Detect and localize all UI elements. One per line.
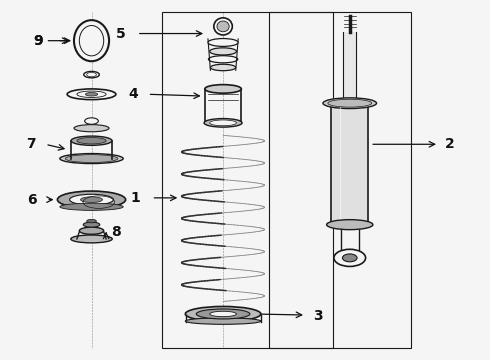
Ellipse shape bbox=[214, 18, 232, 35]
Ellipse shape bbox=[328, 99, 372, 107]
Ellipse shape bbox=[208, 56, 238, 63]
Text: 5: 5 bbox=[116, 27, 125, 41]
Ellipse shape bbox=[79, 227, 104, 234]
Ellipse shape bbox=[77, 138, 106, 144]
Ellipse shape bbox=[210, 120, 237, 126]
Ellipse shape bbox=[67, 89, 116, 100]
Ellipse shape bbox=[60, 154, 123, 163]
Bar bbox=[331, 103, 368, 223]
Text: 4: 4 bbox=[128, 87, 138, 101]
Text: 1: 1 bbox=[130, 191, 140, 205]
Ellipse shape bbox=[74, 125, 109, 132]
Bar bbox=[270, 12, 411, 348]
Ellipse shape bbox=[83, 222, 100, 227]
Ellipse shape bbox=[87, 219, 97, 223]
Text: 3: 3 bbox=[313, 309, 323, 323]
Ellipse shape bbox=[196, 309, 250, 319]
Ellipse shape bbox=[60, 203, 123, 210]
Text: 8: 8 bbox=[111, 225, 121, 239]
Text: 6: 6 bbox=[27, 193, 36, 207]
Ellipse shape bbox=[87, 72, 97, 77]
Text: 2: 2 bbox=[445, 137, 455, 151]
Bar bbox=[343, 32, 356, 102]
Ellipse shape bbox=[57, 191, 125, 208]
Ellipse shape bbox=[210, 64, 236, 71]
Ellipse shape bbox=[80, 197, 102, 203]
Ellipse shape bbox=[71, 235, 112, 243]
Ellipse shape bbox=[334, 249, 366, 266]
Ellipse shape bbox=[327, 220, 373, 230]
Ellipse shape bbox=[79, 26, 104, 56]
Ellipse shape bbox=[85, 118, 98, 124]
Ellipse shape bbox=[71, 136, 112, 145]
Ellipse shape bbox=[185, 318, 261, 324]
Ellipse shape bbox=[217, 21, 229, 32]
Text: 7: 7 bbox=[26, 137, 35, 151]
Ellipse shape bbox=[343, 254, 357, 262]
Ellipse shape bbox=[323, 98, 376, 109]
Text: 9: 9 bbox=[33, 34, 70, 48]
Ellipse shape bbox=[84, 71, 99, 78]
Ellipse shape bbox=[208, 39, 238, 46]
Ellipse shape bbox=[85, 93, 98, 96]
Ellipse shape bbox=[204, 118, 242, 127]
Text: 9: 9 bbox=[33, 34, 43, 48]
Ellipse shape bbox=[77, 91, 106, 98]
Ellipse shape bbox=[70, 194, 114, 205]
Ellipse shape bbox=[74, 20, 109, 61]
Ellipse shape bbox=[210, 48, 237, 55]
Ellipse shape bbox=[210, 311, 237, 317]
Bar bbox=[162, 12, 333, 348]
Ellipse shape bbox=[205, 85, 242, 93]
Ellipse shape bbox=[185, 306, 261, 321]
Ellipse shape bbox=[65, 155, 118, 162]
